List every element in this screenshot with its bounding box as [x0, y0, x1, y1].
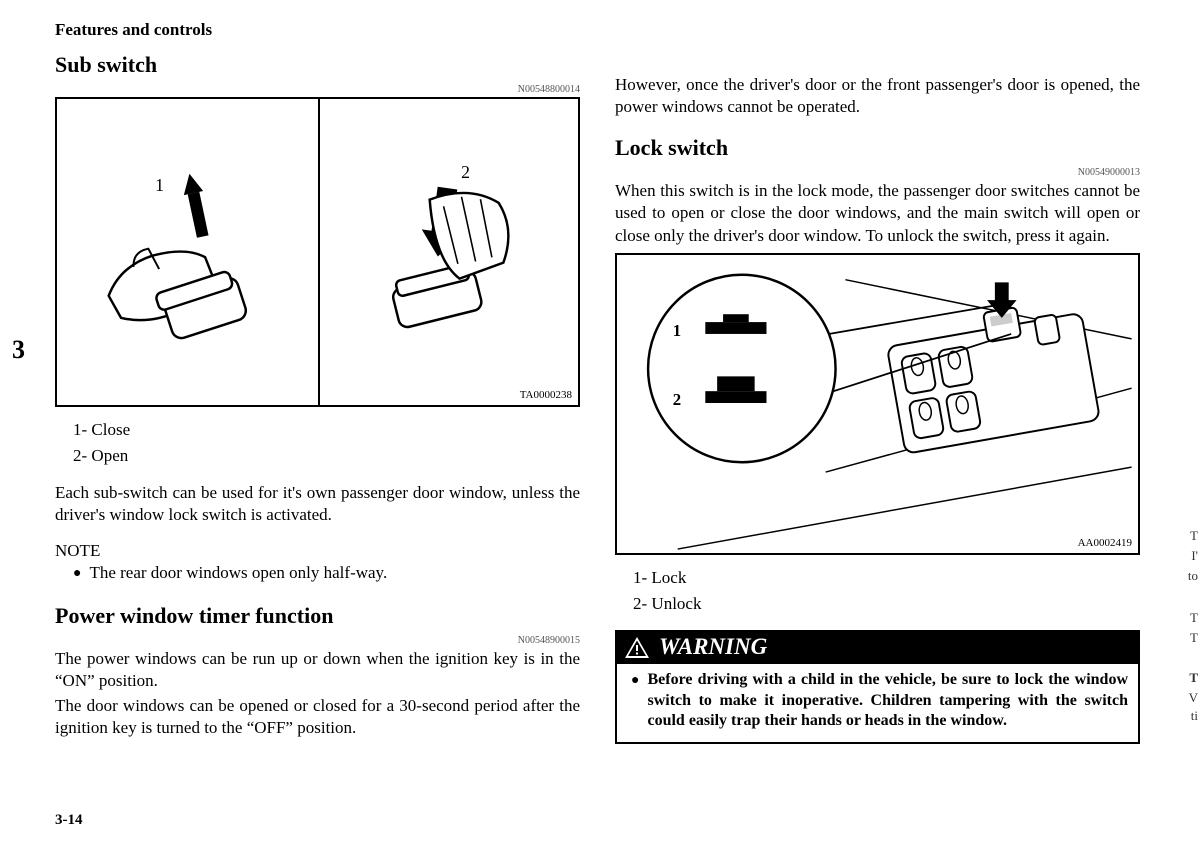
scan-artifact: T — [1189, 670, 1198, 686]
note-text: The rear door windows open only half-way… — [89, 563, 387, 585]
timer-para-2: The door windows can be opened or closed… — [55, 695, 580, 740]
unlock-state-icon — [705, 391, 766, 403]
up-arrow-icon — [180, 172, 213, 239]
lock-switch-figure: 1 2 AA0002419 — [615, 253, 1140, 555]
lock-switch-heading: Lock switch — [615, 135, 1140, 161]
note-heading: NOTE — [55, 541, 580, 561]
warning-body: ● Before driving with a child in the veh… — [617, 664, 1138, 741]
zoom-label-2: 2 — [673, 390, 681, 409]
lock-switch-legend: 1- Lock 2- Unlock — [633, 565, 1140, 616]
left-column: Sub switch N00548800014 1 — [55, 52, 580, 744]
scan-artifact: to — [1188, 568, 1198, 584]
scan-artifact: T — [1190, 610, 1198, 626]
scan-artifact: T — [1190, 528, 1198, 544]
continuation-para: However, once the driver's door or the f… — [615, 74, 1140, 119]
scan-artifact: I' — [1191, 548, 1198, 564]
warning-title: WARNING — [659, 634, 767, 660]
lock-state-icon — [705, 322, 766, 334]
callout-2-label: 2 — [461, 162, 470, 182]
bullet-icon: ● — [73, 563, 81, 585]
warning-text: Before driving with a child in the vehic… — [647, 670, 1128, 731]
figure-divider — [318, 99, 320, 405]
switch-panel — [879, 267, 1100, 454]
figure-code-2: AA0002419 — [1078, 537, 1132, 549]
page-content: Features and controls Sub switch N005488… — [55, 20, 1145, 830]
reference-number: N00548800014 — [55, 84, 580, 95]
legend-item-close: 1- Close — [73, 417, 580, 443]
scan-artifact: ti — [1191, 708, 1198, 724]
sub-switch-heading: Sub switch — [55, 52, 580, 78]
reference-number-2: N00548900015 — [55, 635, 580, 646]
zoom-label-1: 1 — [673, 321, 681, 340]
page-number: 3-14 — [55, 812, 83, 829]
bullet-icon: ● — [631, 670, 639, 731]
warning-header: WARNING — [617, 632, 1138, 664]
warning-triangle-icon — [625, 637, 649, 658]
figure-code: TA0000238 — [520, 389, 572, 401]
chapter-number: 3 — [12, 335, 25, 365]
legend-item-lock: 1- Lock — [633, 565, 1140, 591]
warning-box: WARNING ● Before driving with a child in… — [615, 630, 1140, 743]
hand-switch-close — [99, 226, 249, 356]
two-column-layout: Sub switch N00548800014 1 — [55, 52, 1145, 744]
timer-function-heading: Power window timer function — [55, 603, 580, 629]
timer-para-1: The power windows can be run up or down … — [55, 648, 580, 693]
legend-item-open: 2- Open — [73, 443, 580, 469]
sub-switch-legend: 1- Close 2- Open — [73, 417, 580, 468]
callout-1-label: 1 — [155, 175, 164, 195]
scan-artifact: V — [1189, 690, 1198, 706]
note-item: ● The rear door windows open only half-w… — [73, 563, 580, 585]
sub-switch-figure: 1 2 — [55, 97, 580, 407]
right-column: However, once the driver's door or the f… — [615, 52, 1140, 744]
lock-switch-description: When this switch is in the lock mode, th… — [615, 180, 1140, 247]
reference-number-3: N00549000013 — [615, 167, 1140, 178]
lock-switch-illustration: 1 2 — [617, 255, 1138, 553]
zoom-circle — [648, 275, 835, 462]
section-header: Features and controls — [55, 20, 1145, 40]
hand-switch-open — [372, 182, 526, 329]
sub-switch-description: Each sub-switch can be used for it's own… — [55, 482, 580, 527]
legend-item-unlock: 2- Unlock — [633, 591, 1140, 617]
scan-artifact: T — [1190, 630, 1198, 646]
